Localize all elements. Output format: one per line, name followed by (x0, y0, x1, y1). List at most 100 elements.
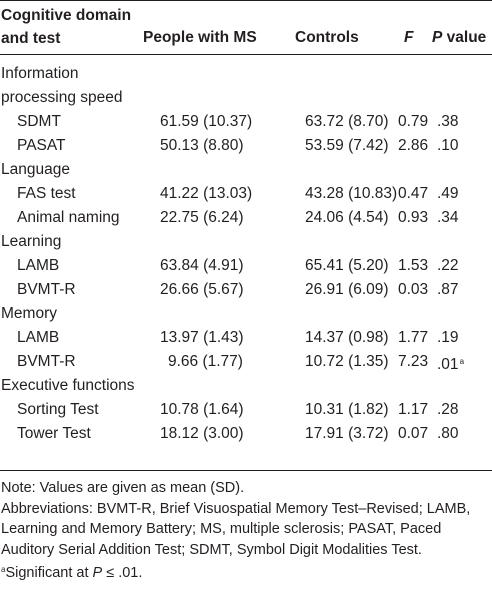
f-value-cell: 1.53 (398, 254, 428, 278)
test-name-cell: LAMB (17, 326, 59, 350)
ms-value-cell: 41.22 (13.03) (160, 182, 252, 206)
note-values: Note: Values are given as mean (SD). (1, 480, 245, 496)
controls-value-cell-text: 10.31 (1.82) (305, 401, 389, 418)
ms-value-cell-text: 63.84 (4.91) (160, 257, 244, 274)
f-value-cell-text: 1.53 (398, 257, 429, 274)
f-value-cell: 7.23 (398, 350, 428, 374)
p-value-cell: .19 (437, 326, 459, 350)
p-value-cell: .10 (437, 134, 459, 158)
p-italic: P (432, 29, 443, 46)
p-rest: value (442, 29, 487, 46)
p-value-cell: .22 (437, 254, 459, 278)
controls-value-cell: 17.91 (3.72) (305, 422, 389, 446)
group-heading: Information processing speed (0, 62, 492, 110)
p-value-cell-text: .34 (437, 209, 459, 226)
column-header-ms: People with MS (143, 29, 257, 46)
test-name-cell-text: PASAT (17, 137, 66, 154)
f-value-cell-text: 0.07 (398, 425, 429, 442)
table-row: Animal naming 22.75 (6.24) 24.06 (4.54) 0.9… (0, 206, 492, 230)
test-name-cell: SDMT (17, 110, 61, 134)
controls-value-cell: 26.91 (6.09) (305, 278, 389, 302)
table-row: LAMB 13.97 (1.43) 14.37 (0.98) 1.77 .19 (0, 326, 492, 350)
p-value-cell: .34 (437, 206, 459, 230)
ms-value-cell: 26.66 (5.67) (160, 278, 244, 302)
ms-value-cell-text: 41.22 (13.03) (160, 185, 253, 202)
top-rule (0, 0, 492, 1)
f-value-cell-text: 0.03 (398, 281, 429, 298)
controls-value-cell-text: 17.91 (3.72) (305, 425, 389, 442)
ms-value-cell: 50.13 (8.80) (160, 134, 244, 158)
f-value-cell: 0.93 (398, 206, 428, 230)
table-notes: Note: Values are given as mean (SD). Abb… (1, 478, 491, 584)
ms-value-cell-text: 61.59 (10.37) (160, 113, 253, 130)
table-row: LAMB 63.84 (4.91) 65.41 (5.20) 1.53 .22 (0, 254, 492, 278)
group-label: Learning (1, 233, 62, 250)
controls-value-cell: 10.31 (1.82) (305, 398, 389, 422)
p-value-cell: .80 (437, 422, 459, 446)
controls-value-cell-text: 26.91 (6.09) (305, 281, 389, 298)
header-rule (0, 54, 492, 55)
test-name-cell-text: SDMT (17, 113, 61, 130)
f-value-cell-text: 7.23 (398, 353, 429, 370)
group-label: Language (1, 161, 70, 178)
f-value-cell: 1.17 (398, 398, 428, 422)
controls-value-cell-text: 10.72 (1.35) (305, 353, 389, 370)
f-value-cell-text: 1.17 (398, 401, 429, 418)
f-value-cell: 1.77 (398, 326, 428, 350)
p-value-cell-text: .87 (437, 281, 459, 298)
test-name-cell: LAMB (17, 254, 59, 278)
controls-value-cell: 63.72 (8.70) (305, 110, 389, 134)
f-value-cell: 0.07 (398, 422, 428, 446)
ms-value-cell: 63.84 (4.91) (160, 254, 244, 278)
table-row: BVMT-R 26.66 (5.67) 26.91 (6.09) 0.03 .87 (0, 278, 492, 302)
p-value-cell: .49 (437, 182, 459, 206)
ms-value-cell: 9.66 (1.77) (168, 350, 243, 374)
f-value-cell: 2.86 (398, 134, 428, 158)
controls-value-cell-text: 14.37 (0.98) (305, 329, 389, 346)
controls-value-cell: 53.59 (7.42) (305, 134, 389, 158)
controls-value-cell: 10.72 (1.35) (305, 350, 389, 374)
ms-value-cell: 10.78 (1.64) (160, 398, 244, 422)
test-name-cell-text: Tower Test (17, 425, 91, 442)
test-name-cell: BVMT-R (17, 278, 76, 302)
controls-value-cell: 65.41 (5.20) (305, 254, 389, 278)
p-value-cell-text: .49 (437, 185, 459, 202)
controls-value-cell-text: 24.06 (4.54) (305, 209, 389, 226)
test-name-cell-text: BVMT-R (17, 281, 76, 298)
f-value-cell-text: 1.77 (398, 329, 429, 346)
f-value-cell-text: 0.47 (398, 185, 429, 202)
f-value-cell-text: 0.93 (398, 209, 429, 226)
column-header-domain: Cognitive domain and test (1, 7, 132, 47)
ms-value-cell-text: 13.97 (1.43) (160, 329, 244, 346)
controls-value-cell: 43.28 (10.83) (305, 182, 397, 206)
note-footnote: aSignificant at P ≤ .01. (1, 565, 143, 581)
controls-value-cell-text: 63.72 (8.70) (305, 113, 389, 130)
table-row: SDMT 61.59 (10.37) 63.72 (8.70) 0.79 .38 (0, 110, 492, 134)
ms-value-cell: 13.97 (1.43) (160, 326, 244, 350)
table-row: Tower Test 18.12 (3.00) 17.91 (3.72) 0.07 .8… (0, 422, 492, 446)
footnote-mark: a (1, 565, 6, 574)
group-label: Memory (1, 305, 57, 322)
test-name-cell-text: Animal naming (17, 209, 120, 226)
test-name-cell: PASAT (17, 134, 66, 158)
p-value-cell-text: .28 (437, 401, 459, 418)
f-value-cell: 0.03 (398, 278, 428, 302)
p-value-cell: .38 (437, 110, 459, 134)
test-name-cell: BVMT-R (17, 350, 76, 374)
group-heading: Memory (0, 302, 492, 326)
column-header-f: F (404, 29, 414, 46)
controls-value-cell: 24.06 (4.54) (305, 206, 389, 230)
p-value-cell: .01a (437, 350, 464, 377)
ms-value-cell-text: 26.66 (5.67) (160, 281, 244, 298)
table-row: Sorting Test 10.78 (1.64) 10.31 (1.82) 1.17… (0, 398, 492, 422)
ms-value-cell-text: 18.12 (3.00) (160, 425, 244, 442)
group-heading: Language (0, 158, 492, 182)
note-abbreviations: Abbreviations: BVMT-R, Brief Visuospatia… (1, 500, 471, 558)
column-header-controls: Controls (295, 29, 359, 46)
f-value-cell-text: 2.86 (398, 137, 429, 154)
significance-mark: a (459, 357, 465, 366)
group-heading: Executive functions (0, 374, 492, 398)
test-name-cell-text: FAS test (17, 185, 76, 202)
p-value-cell-text: .10 (437, 137, 459, 154)
